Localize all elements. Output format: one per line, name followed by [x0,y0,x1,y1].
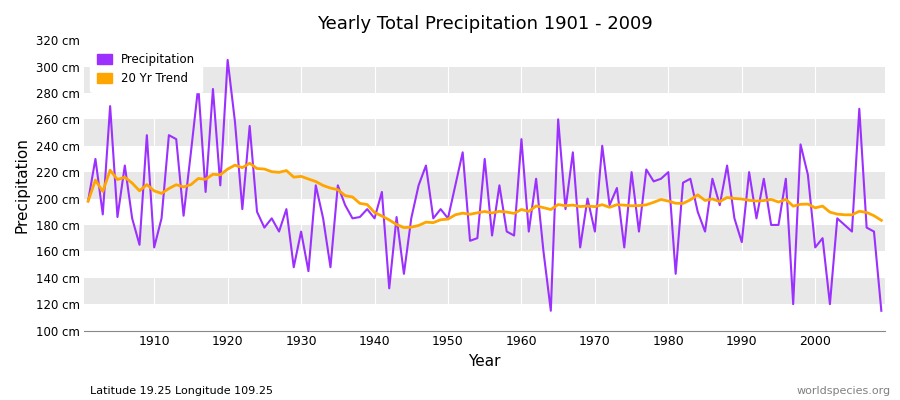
Precipitation [545,308,556,313]
20 Yr Trend [524,209,535,214]
Precipitation [524,229,535,234]
Precipitation [619,245,630,250]
Precipitation [876,308,886,313]
Precipitation [141,133,152,138]
20 Yr Trend [83,199,94,204]
20 Yr Trend [619,203,630,208]
Bar [85,251,885,278]
Bar [85,93,885,119]
20 Yr Trend [355,201,365,206]
Bar [85,304,885,330]
Precipitation [222,58,233,62]
Bar [85,198,885,225]
20 Yr Trend [310,179,321,184]
Precipitation [310,183,321,188]
20 Yr Trend [876,218,886,223]
Y-axis label: Precipitation: Precipitation [15,138,30,233]
Precipitation [516,137,526,142]
20 Yr Trend [141,182,152,187]
Legend: Precipitation, 20 Yr Trend: Precipitation, 20 Yr Trend [90,46,202,92]
Title: Yearly Total Precipitation 1901 - 2009: Yearly Total Precipitation 1901 - 2009 [317,15,652,33]
Bar [85,146,885,172]
Line: Precipitation: Precipitation [88,60,881,311]
20 Yr Trend [531,204,542,208]
Text: worldspecies.org: worldspecies.org [796,386,891,396]
20 Yr Trend [244,161,255,166]
20 Yr Trend [399,225,410,230]
Line: 20 Yr Trend: 20 Yr Trend [88,163,881,228]
Text: Latitude 19.25 Longitude 109.25: Latitude 19.25 Longitude 109.25 [90,386,273,396]
Precipitation [355,215,365,220]
Bar [85,40,885,66]
X-axis label: Year: Year [469,354,501,369]
Precipitation [83,199,94,204]
